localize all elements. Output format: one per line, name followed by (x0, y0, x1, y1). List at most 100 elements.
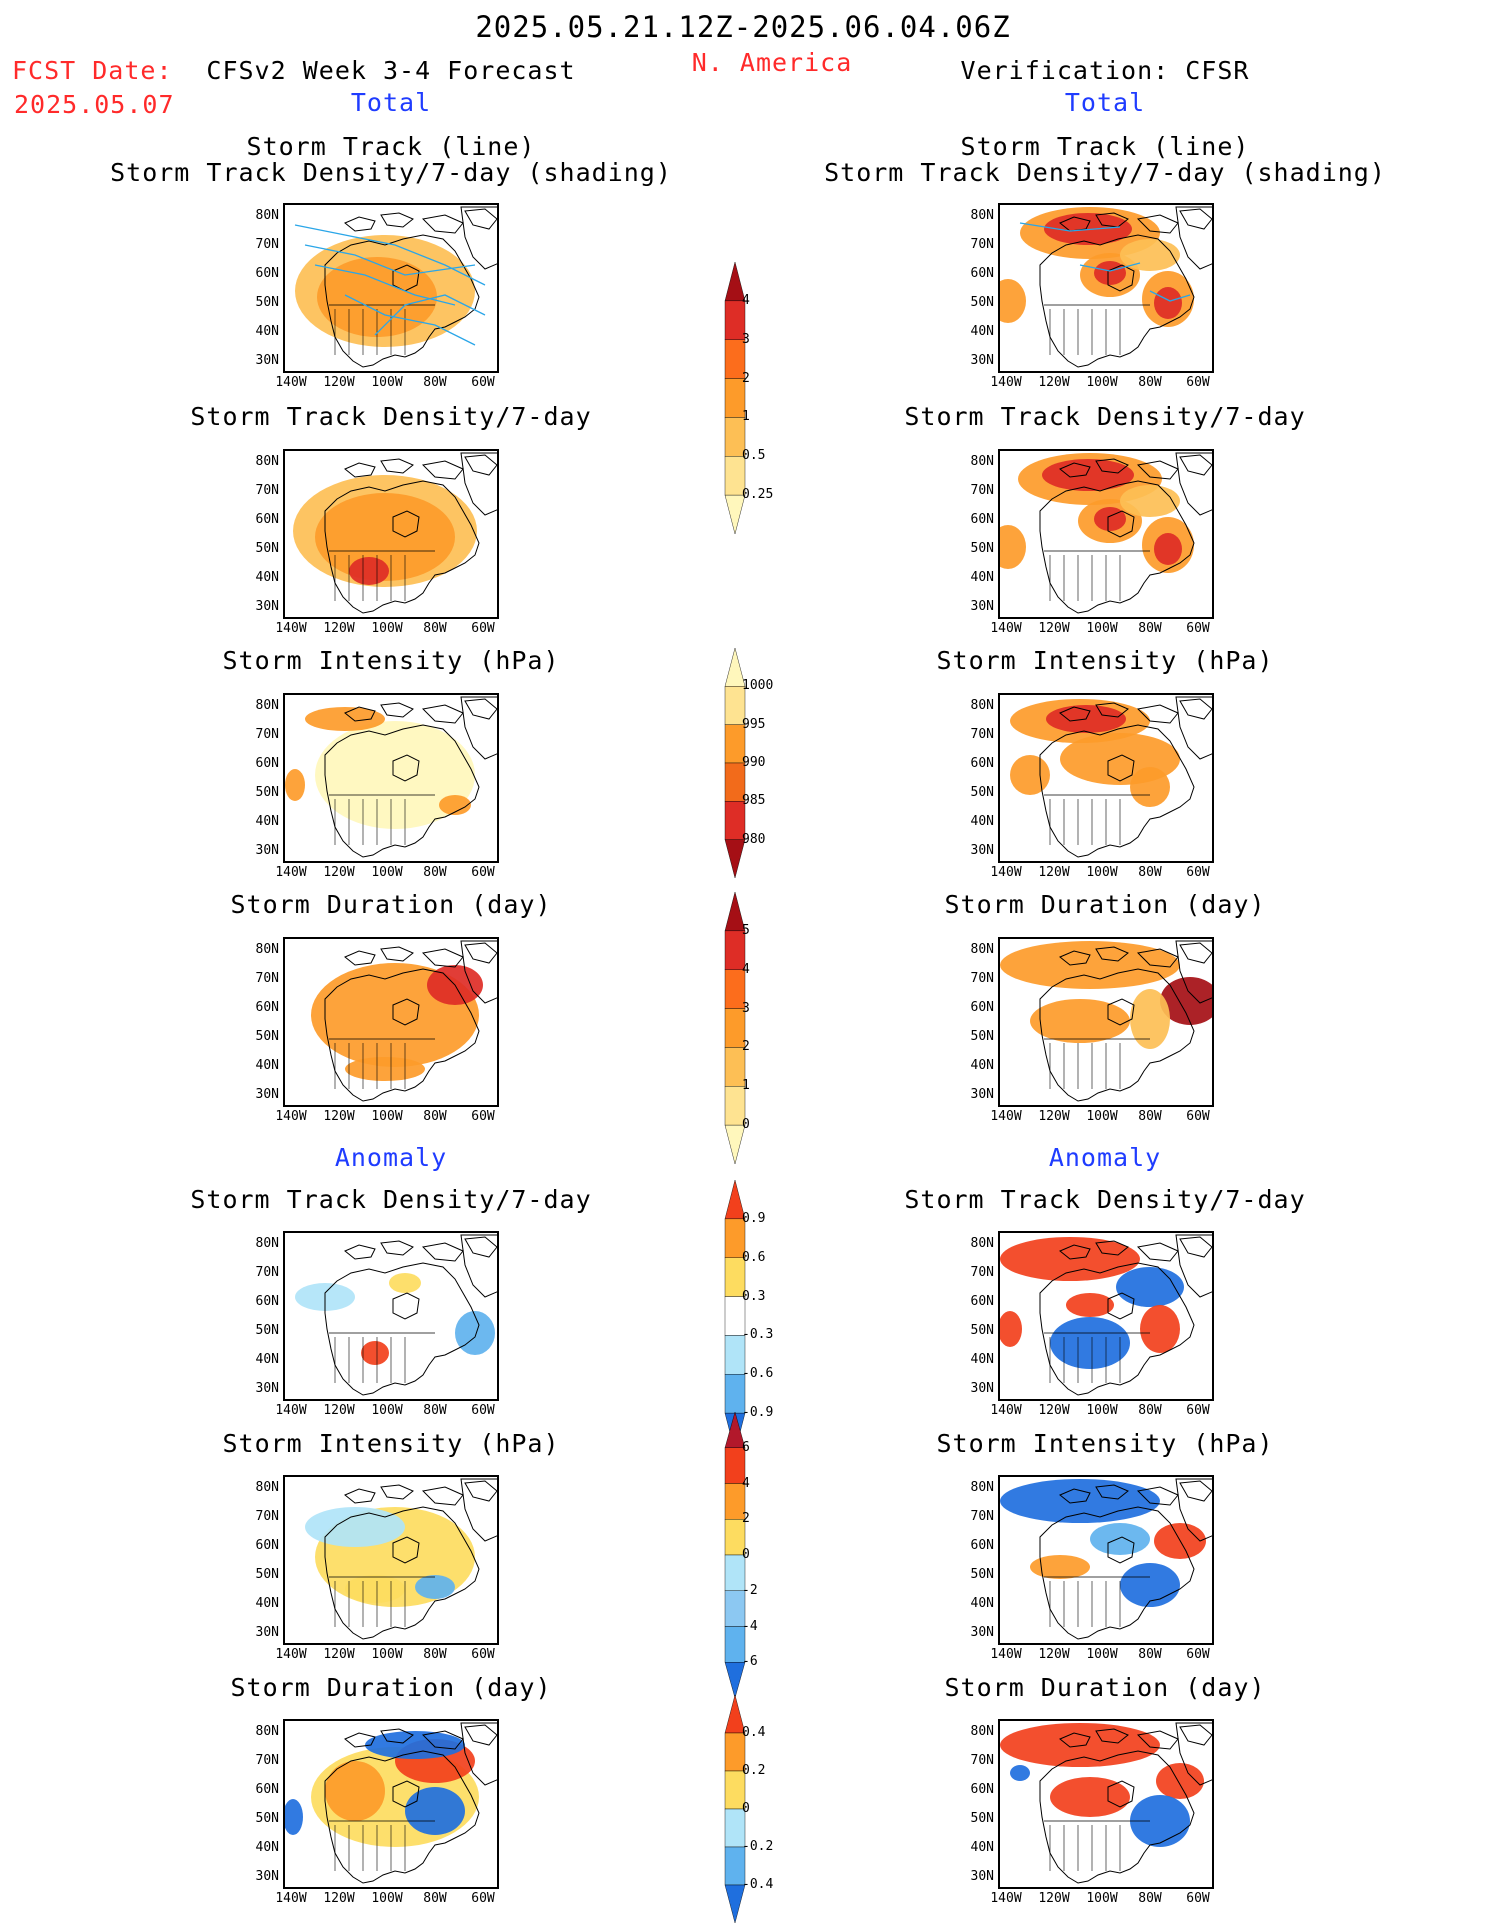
lon-label: 120W (323, 1891, 355, 1906)
lon-label: 100W (1086, 865, 1118, 880)
coastline (1175, 1478, 1212, 1542)
lon-label: 60W (471, 1647, 495, 1662)
storm-track-line (1019, 222, 1121, 232)
map-panel (283, 1475, 499, 1645)
coastline (344, 942, 497, 968)
lat-label: 80N (255, 1236, 279, 1251)
colorbar-label: 4 (742, 961, 750, 977)
lat-label: 70N (255, 1509, 279, 1524)
colorbar-label: 0.2 (742, 1763, 766, 1778)
shading-region (1094, 261, 1126, 285)
title-intensity-left: Storm Intensity (hPa) (222, 646, 560, 675)
shading-region (361, 1341, 389, 1365)
title-anom-intensity-right: Storm Intensity (hPa) (936, 1429, 1274, 1458)
lon-label: 60W (1186, 1891, 1210, 1906)
lon-label: 140W (275, 375, 307, 390)
storm-track-line (314, 264, 456, 306)
coastline (1039, 234, 1195, 368)
map-panel (283, 693, 499, 863)
lat-label: 60N (970, 512, 994, 527)
colorbar-duration-anom (724, 1695, 746, 1923)
lon-label: 120W (1038, 1891, 1070, 1906)
lat-label: 40N (970, 814, 994, 829)
colorbar-label: 2 (742, 1511, 750, 1527)
coastline (1175, 1234, 1212, 1298)
coastline (344, 698, 497, 724)
lon-label: 60W (1186, 1647, 1210, 1662)
lat-label: 30N (255, 1869, 279, 1884)
title-anom-duration-right: Storm Duration (day) (944, 1673, 1266, 1702)
lat-label: 50N (255, 295, 279, 310)
colorbar-label: 2 (742, 370, 750, 386)
lon-label: 120W (1038, 1647, 1070, 1662)
map-shading (1000, 940, 1212, 1102)
lat-label: 50N (970, 295, 994, 310)
lon-label: 80W (423, 621, 447, 636)
lat-label: 80N (970, 942, 994, 957)
lon-label: 80W (1138, 1647, 1162, 1662)
lon-label: 60W (471, 621, 495, 636)
lon-label: 60W (471, 1891, 495, 1906)
right-title: Verification: CFSR (960, 56, 1250, 85)
coastline (324, 480, 480, 614)
colorbar-label: -6 (742, 1654, 758, 1670)
colorbar-label: 0.4 (742, 1725, 766, 1740)
shading-region (345, 1057, 425, 1081)
lat-label: 80N (970, 208, 994, 223)
lon-label: 100W (371, 1109, 403, 1124)
shading-region (1000, 279, 1026, 323)
colorbar-label: -2 (742, 1582, 758, 1598)
coastline (1039, 724, 1195, 858)
date-range: 2025.05.21.12Z-2025.06.04.06Z (475, 10, 1011, 44)
coastline (324, 724, 480, 858)
lon-label: 120W (323, 1647, 355, 1662)
title-track-shading-right: Storm Track Density/7-day (shading) (824, 158, 1386, 187)
map-shading (311, 940, 497, 1102)
lat-label: 30N (970, 1869, 994, 1884)
coastline (460, 1722, 497, 1786)
lon-label: 120W (1038, 1109, 1070, 1124)
colorbar-label: -0.4 (742, 1877, 774, 1892)
colorbar-segment (724, 494, 746, 534)
lat-label: 50N (970, 1811, 994, 1826)
map-panel (283, 1231, 499, 1401)
lat-label: 30N (255, 1381, 279, 1396)
shading-region (325, 1761, 385, 1821)
coastline (1039, 968, 1195, 1102)
coastline (1059, 1724, 1212, 1750)
lon-label: 140W (990, 1109, 1022, 1124)
shading-region (1030, 1555, 1090, 1579)
lat-label: 70N (255, 483, 279, 498)
colorbar-label: 0.3 (742, 1288, 766, 1304)
shading-region (285, 769, 305, 801)
lat-label: 60N (970, 1294, 994, 1309)
shading-region (1130, 1795, 1190, 1847)
shading-region (349, 557, 389, 585)
lat-label: 40N (970, 1058, 994, 1073)
shading-region (1090, 1523, 1150, 1555)
colorbar-label: 2 (742, 1039, 750, 1055)
coastline (344, 1480, 497, 1506)
lon-label: 80W (423, 1647, 447, 1662)
lon-label: 60W (1186, 375, 1210, 390)
lon-label: 140W (990, 1647, 1022, 1662)
map-shading (285, 1722, 497, 1884)
shading-region (1000, 1723, 1160, 1767)
lon-label: 60W (1186, 1403, 1210, 1418)
shading-region (439, 795, 471, 815)
lat-label: 60N (255, 1782, 279, 1797)
coastline (460, 940, 497, 1004)
shading-region (1120, 485, 1180, 517)
shading-region (345, 1575, 405, 1603)
lat-label: 50N (255, 1567, 279, 1582)
coastline (460, 696, 497, 760)
lat-label: 80N (970, 1724, 994, 1739)
lat-label: 40N (255, 1840, 279, 1855)
coastline (392, 1292, 420, 1320)
lon-label: 120W (1038, 621, 1070, 636)
lon-label: 140W (275, 865, 307, 880)
lat-label: 60N (255, 756, 279, 771)
colorbar-density-total (724, 262, 746, 534)
lat-label: 60N (970, 266, 994, 281)
fcst-date-label: FCST Date: (12, 56, 173, 85)
